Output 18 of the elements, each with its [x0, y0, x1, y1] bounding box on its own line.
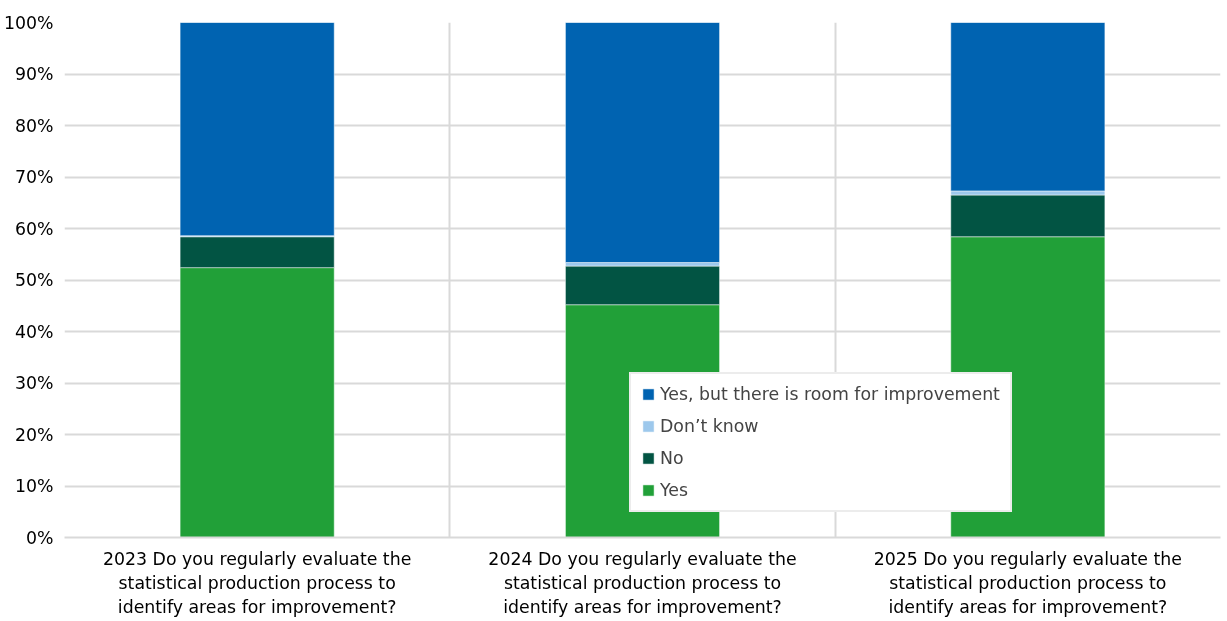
y-tick-label: 40%	[14, 321, 54, 342]
x-tick-label: 2024 Do you regularly evaluate the statistical production process to identify areas for improvement?	[488, 548, 797, 617]
x-tick-label: 2023 Do you regularly evaluate the statistical production process to identify areas for improvement?	[103, 548, 412, 617]
x-tick-label: 2025 Do you regularly evaluate the statistical production process to identify areas for improvement?	[873, 548, 1182, 617]
legend-label: Don’t know	[660, 416, 759, 436]
y-tick-label: 60%	[14, 218, 54, 239]
y-tick-label: 90%	[14, 64, 54, 84]
legend-label: Yes	[660, 480, 688, 500]
y-tick-label: 50%	[14, 270, 54, 290]
y-tick-label: 20%	[14, 424, 54, 445]
y-tick-label: 100%	[3, 12, 54, 33]
y-tick-label: 0%	[26, 527, 54, 548]
y-tick-label: 30%	[14, 373, 54, 393]
y-tick-label: 10%	[14, 476, 54, 496]
legend-label: Yes, but there is room for improvement	[660, 384, 1000, 404]
y-tick-label: 70%	[14, 167, 54, 187]
y-tick-label: 80%	[14, 115, 54, 136]
legend-label: No	[660, 448, 684, 468]
